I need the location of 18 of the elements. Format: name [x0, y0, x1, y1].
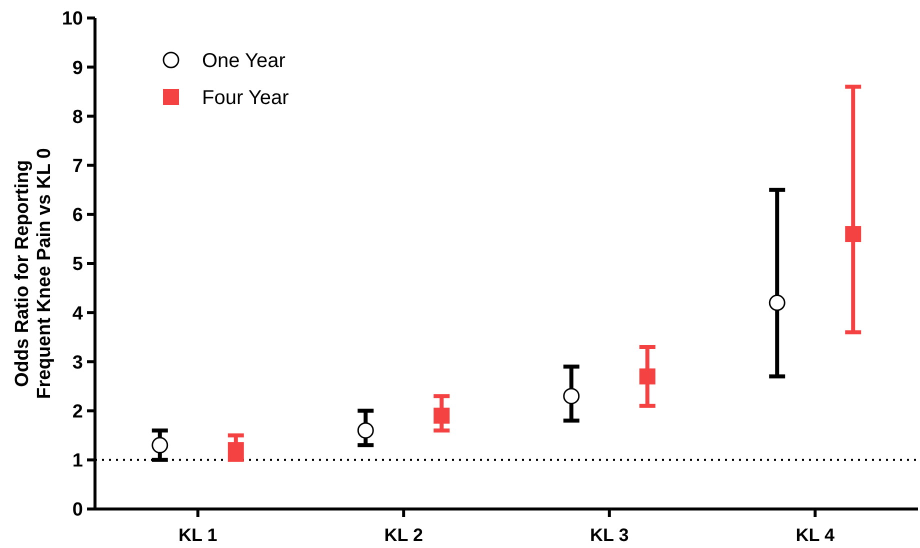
x-tick-label: KL 4 [796, 525, 834, 545]
legend-label: One Year [202, 50, 286, 72]
y-axis-title: Odds Ratio for Reporting Frequent Knee Pain vs KL 0 [12, 148, 55, 399]
y-tick-label: 0 [72, 500, 83, 521]
y-tick-label: 8 [72, 106, 83, 128]
x-tick-label: KL 2 [384, 525, 423, 545]
y-tick-label: 7 [72, 156, 83, 177]
y-tick-label: 3 [72, 352, 83, 374]
y-tick-label: 4 [72, 303, 84, 324]
y-tick-label: 10 [62, 8, 83, 30]
y-tick-label: 6 [72, 205, 83, 226]
legend-label: Four Year [202, 87, 290, 109]
x-tick-label: KL 3 [590, 525, 629, 545]
y-tick-label: 5 [72, 254, 84, 276]
y-tick-label: 9 [72, 58, 83, 79]
y-tick-label: 2 [72, 401, 83, 422]
x-tick-label: KL 1 [178, 525, 218, 545]
y-tick-label: 1 [72, 450, 84, 472]
